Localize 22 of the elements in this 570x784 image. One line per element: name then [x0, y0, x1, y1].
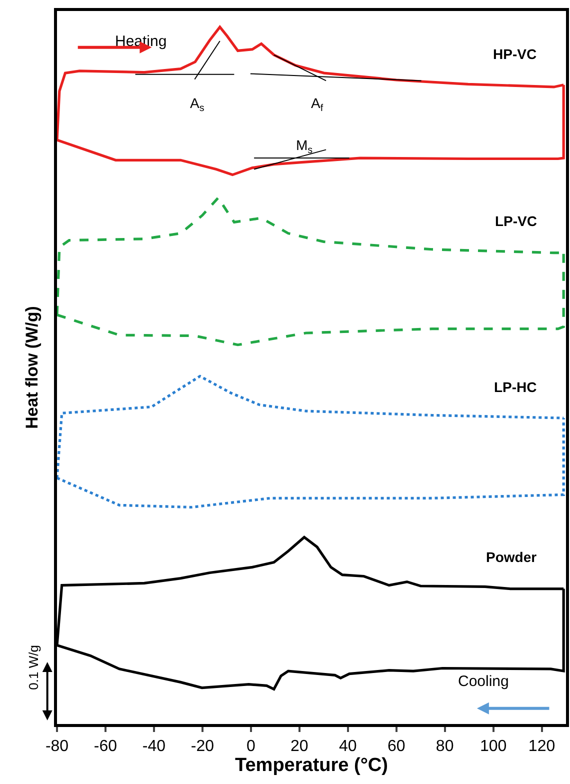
x-tick-label: -40	[142, 738, 166, 756]
x-tick-label: 120	[528, 738, 556, 756]
annotation: A$_{s}$	[190, 95, 204, 114]
series-label: LP-VC	[495, 213, 537, 229]
annotation: A$_{f}$	[311, 95, 324, 114]
x-tick-label: 80	[436, 738, 454, 756]
x-tick-label: 40	[338, 738, 357, 756]
annotation: M$_{s}$	[296, 137, 313, 156]
annotation: Cooling	[458, 673, 509, 690]
x-tick-label: 100	[480, 738, 507, 756]
x-tick-label: 20	[290, 738, 308, 756]
x-tick-label: -60	[94, 738, 118, 756]
text: 0.1 W/g	[26, 645, 41, 690]
series-label: LP-HC	[494, 379, 537, 395]
series-label: Powder	[486, 549, 538, 565]
x-axis-title: Temperature (°C)	[235, 755, 388, 776]
x-tick-label: 60	[387, 738, 406, 756]
x-tick-label: -20	[190, 738, 214, 756]
series-label: HP-VC	[493, 46, 537, 62]
x-tick-label: -80	[45, 738, 69, 756]
x-tick-label: 0	[246, 738, 256, 756]
y-axis-title: Heat flow (W/g)	[22, 306, 42, 429]
